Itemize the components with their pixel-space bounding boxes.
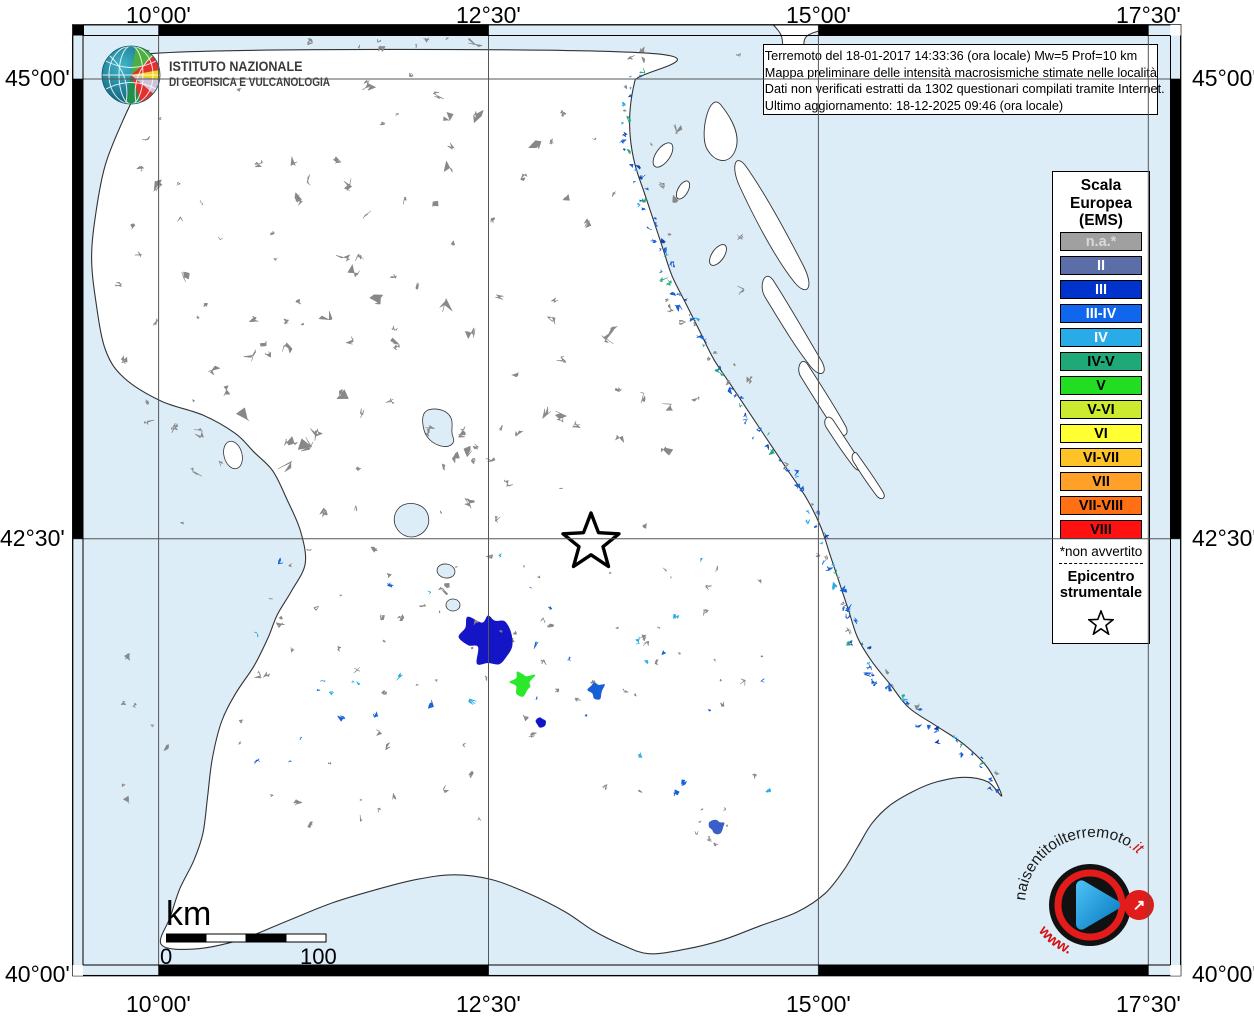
svg-text:ISTITUTO NAZIONALE: ISTITUTO NAZIONALE: [169, 59, 303, 75]
svg-text:↗: ↗: [1133, 897, 1146, 914]
svg-text:DI GEOFISICA E VULCANOLOGIA: DI GEOFISICA E VULCANOLOGIA: [169, 76, 330, 89]
